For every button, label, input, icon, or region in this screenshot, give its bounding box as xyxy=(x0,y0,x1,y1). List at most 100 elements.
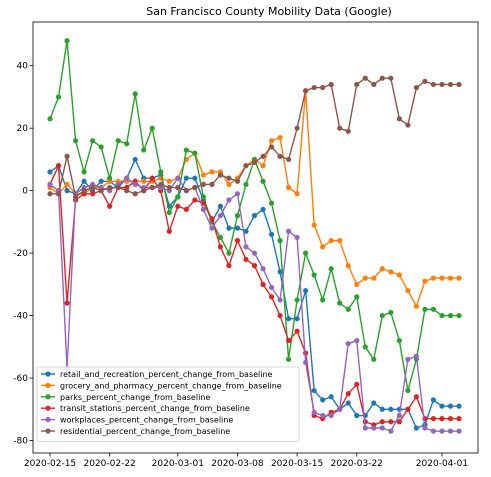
data-point xyxy=(90,138,96,144)
data-point xyxy=(285,228,292,234)
data-point xyxy=(192,184,198,191)
data-point xyxy=(251,250,258,256)
data-point xyxy=(260,163,266,169)
data-point xyxy=(379,266,385,272)
data-point xyxy=(98,144,104,150)
data-point xyxy=(175,175,181,181)
legend-item: parks_percent_change_from_baseline xyxy=(41,393,210,402)
data-point xyxy=(311,387,317,394)
legend-swatch-marker xyxy=(45,405,51,411)
data-point xyxy=(47,116,53,122)
data-point xyxy=(243,163,249,169)
data-point xyxy=(379,425,385,431)
legend-label: grocery_and_pharmacy_percent_change_from… xyxy=(60,381,282,390)
data-point xyxy=(277,238,283,244)
data-point xyxy=(268,200,275,206)
data-point xyxy=(192,175,198,181)
data-point xyxy=(345,128,351,134)
data-point xyxy=(396,412,402,419)
data-point xyxy=(371,425,377,431)
data-point xyxy=(175,184,181,191)
data-point xyxy=(226,181,232,188)
legend-swatch-marker xyxy=(45,417,51,423)
data-point xyxy=(388,419,394,425)
data-point xyxy=(192,197,198,203)
x-tick-label: 2020-03-15 xyxy=(271,459,323,469)
data-point xyxy=(413,353,419,359)
data-point xyxy=(277,153,283,159)
data-point xyxy=(294,191,300,197)
data-point xyxy=(115,184,121,191)
data-point xyxy=(337,406,343,412)
data-point xyxy=(64,300,70,306)
data-point xyxy=(217,234,224,241)
data-point xyxy=(354,381,360,387)
data-point xyxy=(328,394,334,400)
data-point xyxy=(362,344,368,350)
data-point xyxy=(371,81,377,88)
data-point xyxy=(243,244,249,250)
data-point xyxy=(226,197,232,203)
data-point xyxy=(430,81,437,88)
data-point xyxy=(47,181,53,188)
data-point xyxy=(209,181,215,188)
data-point xyxy=(456,416,462,422)
data-point xyxy=(226,225,232,231)
data-point xyxy=(209,225,215,231)
y-tick-label: 0 xyxy=(22,187,28,197)
data-point xyxy=(294,125,300,131)
data-point xyxy=(371,356,377,362)
data-point xyxy=(81,169,87,175)
data-point xyxy=(439,416,445,422)
data-point xyxy=(413,394,419,400)
data-point xyxy=(320,84,326,91)
data-point xyxy=(260,153,266,159)
y-tick-label: -40 xyxy=(13,312,28,322)
data-point xyxy=(234,225,241,231)
data-point xyxy=(345,263,351,269)
data-point xyxy=(268,231,275,237)
data-point xyxy=(320,297,326,303)
data-point xyxy=(388,75,394,81)
x-tick-label: 2020-02-22 xyxy=(83,459,135,469)
data-point xyxy=(439,403,445,409)
data-point xyxy=(362,275,368,281)
data-point xyxy=(447,81,454,88)
data-point xyxy=(141,178,147,184)
data-point xyxy=(311,272,317,278)
data-point xyxy=(226,250,232,256)
legend-label: retail_and_recreation_percent_change_fro… xyxy=(60,370,273,379)
data-point xyxy=(200,172,206,178)
y-tick-label: 40 xyxy=(17,62,29,72)
data-point xyxy=(141,147,147,153)
data-point xyxy=(166,228,172,234)
data-point xyxy=(303,287,309,294)
data-point xyxy=(183,188,189,194)
data-point xyxy=(226,175,232,181)
data-point xyxy=(132,191,138,197)
data-point xyxy=(456,312,462,319)
data-point xyxy=(405,122,411,128)
data-point xyxy=(243,228,249,234)
data-point xyxy=(175,194,181,200)
data-point xyxy=(294,316,300,322)
data-point xyxy=(422,425,428,431)
data-point xyxy=(115,138,121,144)
data-point xyxy=(47,169,53,175)
data-point xyxy=(55,163,62,169)
data-point xyxy=(456,81,462,88)
data-point xyxy=(107,203,113,209)
legend: retail_and_recreation_percent_change_fro… xyxy=(36,366,300,442)
data-point xyxy=(294,297,300,303)
data-point xyxy=(200,194,206,200)
data-point xyxy=(285,316,292,322)
data-point xyxy=(183,147,189,153)
data-point xyxy=(90,184,96,191)
data-point xyxy=(354,281,360,287)
data-point xyxy=(328,238,334,244)
data-point xyxy=(175,203,181,209)
data-point xyxy=(320,397,326,403)
data-point xyxy=(447,312,454,319)
data-point xyxy=(285,184,292,191)
data-point xyxy=(277,312,283,319)
